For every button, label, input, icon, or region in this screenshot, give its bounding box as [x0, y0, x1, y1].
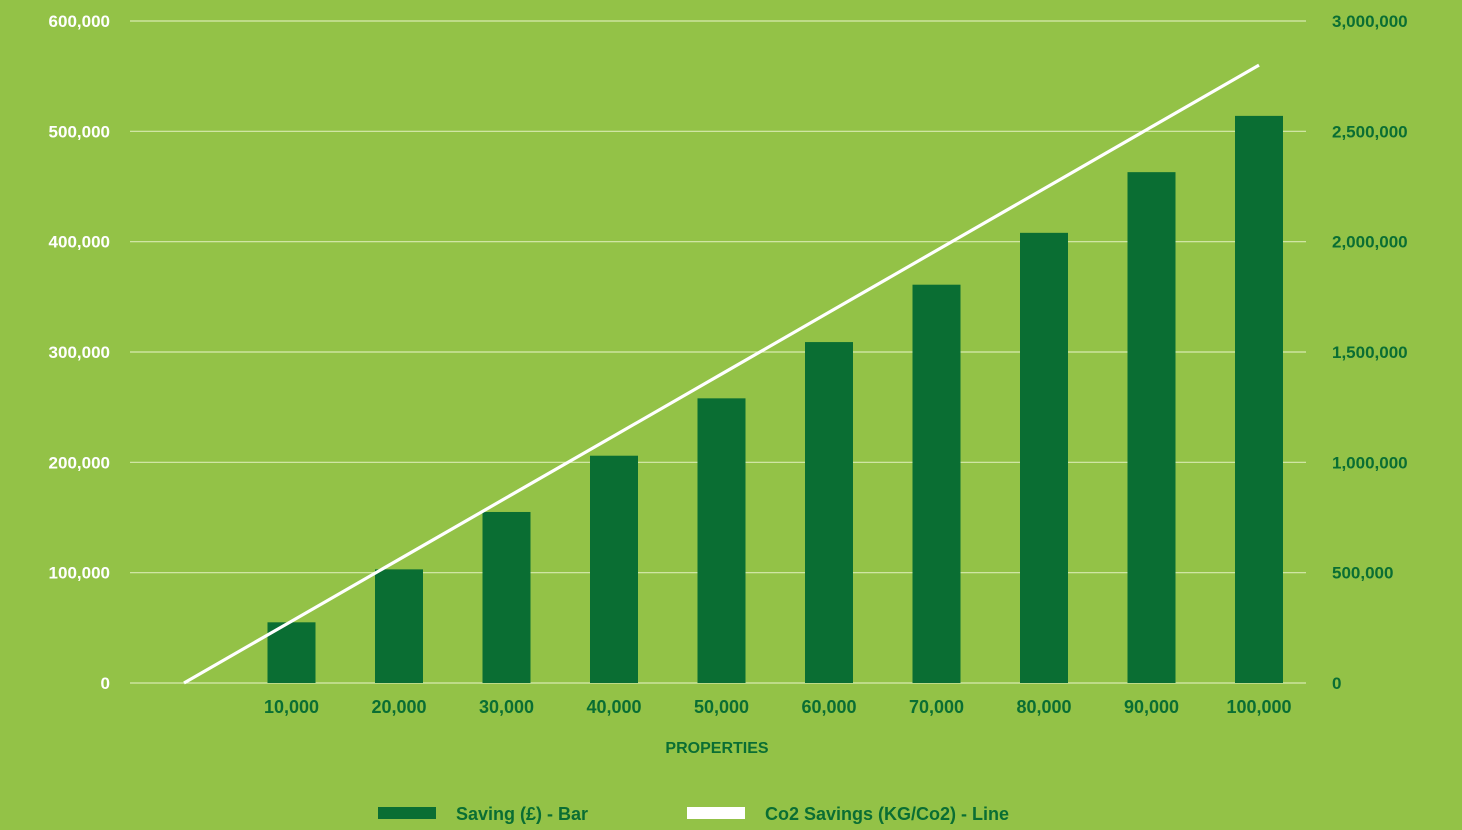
bar — [912, 284, 961, 683]
legend-label-line: Co2 Savings (KG/Co2) - Line — [765, 804, 1009, 824]
x-tick-label: 10,000 — [264, 697, 319, 717]
y-right-tick-label: 3,000,000 — [1332, 12, 1408, 31]
x-tick-label: 30,000 — [479, 697, 534, 717]
y-left-tick-label: 300,000 — [49, 343, 110, 362]
y-left-tick-label: 100,000 — [49, 564, 110, 583]
y-right-tick-label: 500,000 — [1332, 564, 1393, 583]
legend-label-bar: Saving (£) - Bar — [456, 804, 588, 824]
y-left-tick-label: 200,000 — [49, 453, 110, 472]
x-tick-label: 40,000 — [586, 697, 641, 717]
bar — [590, 455, 638, 683]
x-tick-label: 70,000 — [909, 697, 964, 717]
y-right-tick-label: 0 — [1332, 674, 1341, 693]
bar — [1020, 232, 1068, 683]
bar — [805, 342, 853, 683]
y-left-tick-label: 400,000 — [49, 233, 110, 252]
x-tick-label: 50,000 — [694, 697, 749, 717]
legend: Saving (£) - Bar Co2 Savings (KG/Co2) - … — [378, 804, 1009, 824]
x-axis-title: PROPERTIES — [665, 740, 768, 757]
bar — [1235, 115, 1283, 684]
x-tick-label: 90,000 — [1124, 697, 1179, 717]
co2-line — [183, 63, 1260, 685]
y-left-tick-label: 0 — [101, 674, 110, 693]
line-layer — [183, 63, 1260, 685]
legend-swatch-bar — [378, 807, 436, 819]
y-right-tick-label: 2,000,000 — [1332, 233, 1408, 252]
bars-layer — [267, 115, 1283, 684]
bar — [267, 622, 316, 683]
x-tick-label: 60,000 — [801, 697, 856, 717]
ticks-layer: 0 100,000 200,000 300,000 400,000 500,000 600,… — [49, 12, 1408, 717]
x-tick-label: 20,000 — [371, 697, 426, 717]
bar — [697, 398, 746, 683]
y-left-tick-label: 600,000 — [49, 12, 110, 31]
bar — [1127, 172, 1176, 683]
legend-swatch-line — [687, 807, 745, 819]
y-right-tick-label: 1,500,000 — [1332, 343, 1408, 362]
y-left-tick-label: 500,000 — [49, 122, 110, 141]
x-tick-label: 80,000 — [1016, 697, 1071, 717]
bar — [375, 569, 423, 683]
y-right-tick-label: 1,000,000 — [1332, 453, 1408, 472]
x-tick-label: 100,000 — [1226, 697, 1291, 717]
bar — [482, 511, 531, 683]
y-right-tick-label: 2,500,000 — [1332, 122, 1408, 141]
